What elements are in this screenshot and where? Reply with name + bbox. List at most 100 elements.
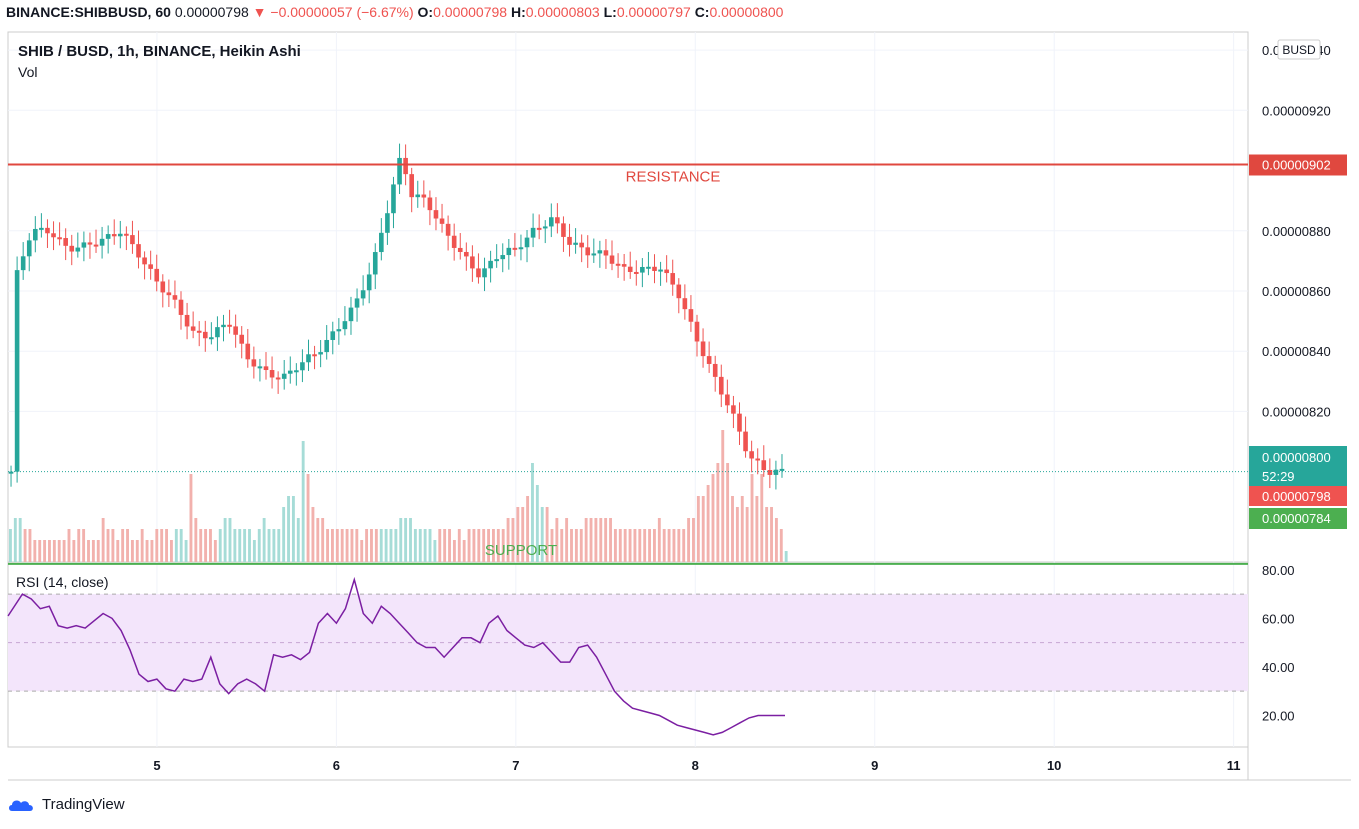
volume-bar [433,540,437,562]
volume-bar [48,540,51,562]
candle-body [670,273,676,285]
x-tick-label: 6 [333,758,340,773]
x-tick-label: 5 [153,758,160,773]
volume-bar [23,529,27,562]
tradingview-logo[interactable]: TradingView [8,796,125,813]
volume-bar [506,518,510,562]
volume-bar [384,529,388,562]
candle-body [682,298,688,310]
candle-body [718,376,724,395]
volume-bar [511,518,515,562]
volume-bar [365,529,369,562]
candle-body [142,257,147,265]
candle-body [87,242,93,245]
volume-bar [170,540,173,562]
volume-bar [91,540,95,562]
volume-bar [784,551,788,562]
volume-bar [570,529,573,562]
volume-bar [550,529,554,562]
volume-legend: Vol [18,64,37,80]
candle-body [530,227,536,238]
candle-body [245,343,251,360]
candle-body [627,266,633,272]
volume-bar [623,529,627,562]
volume-bar [535,485,539,562]
candle-body [324,339,330,353]
volume-bar [370,529,373,562]
volume-bar [516,507,520,562]
volume-bar [257,529,261,562]
candle-body [8,471,14,474]
volume-bar [667,529,671,562]
volume-bar [335,529,339,562]
candle-body [494,259,499,262]
volume-bar [223,518,227,562]
volume-bar [648,529,652,562]
candle-body [439,218,445,224]
candle-body [239,334,245,344]
candle-body [506,247,512,256]
candle-body [190,326,196,331]
volume-bar [321,518,325,562]
rsi-line [7,576,785,736]
rsi-legend: RSI (14, close) [16,574,109,590]
candle-body [737,413,742,432]
candle-body [603,250,609,256]
candle-body [160,281,166,293]
candle-body [706,356,712,364]
candle-body [300,362,305,371]
volume-bar [672,529,676,562]
x-tick-label: 7 [512,758,519,773]
volume-bar [443,529,447,562]
symbol-name[interactable]: BINANCE:SHIBBUSD, 60 [6,4,171,20]
volume-bar [418,529,422,562]
currency-badge[interactable] [1277,39,1321,60]
low-value: 0.00000797 [616,4,691,20]
candle-body [579,242,584,248]
volume-bar [540,507,544,562]
candle-body [755,458,761,461]
candle-body [597,250,603,254]
volume-bar [496,529,500,562]
candle-body [415,194,421,198]
brand-name: TradingView [42,796,125,813]
candle-body [45,227,50,234]
volume-bar [306,474,310,562]
candle-body [20,256,26,271]
volume-bar [165,529,169,562]
volume-bar [155,529,159,562]
volume-bar [477,529,481,562]
candle-body [81,242,87,248]
volume-bar [589,518,593,562]
candle-body [773,469,779,475]
candle-body [621,264,627,267]
volume-bar [428,529,432,562]
candle-body [196,330,202,333]
y-tick-label: 0.00000820 [1262,404,1331,419]
x-tick-label: 11 [1227,758,1241,773]
candle-body [172,295,178,300]
volume-bar [521,507,525,562]
volume-bar [735,507,739,562]
support-price-text: 0.00000784 [1262,511,1331,526]
volume-bar [482,529,486,562]
volume-bar [531,463,534,562]
candle-body [379,232,384,253]
candle-body [561,223,566,237]
volume-bar [467,529,471,562]
candle-body [488,260,493,269]
y-tick-label: 0.00000920 [1262,103,1331,118]
candle-body [427,197,433,211]
volume-bar [682,529,686,562]
volume-bar [584,518,588,562]
volume-bar [316,518,320,562]
volume-bar [774,518,778,562]
volume-bar [409,518,412,562]
candle-body [652,266,657,271]
candle-body [403,157,408,175]
volume-bar [160,529,164,562]
candle-body [391,184,396,214]
candle-body [105,234,111,239]
down-arrow-icon: ▼ [252,4,267,20]
